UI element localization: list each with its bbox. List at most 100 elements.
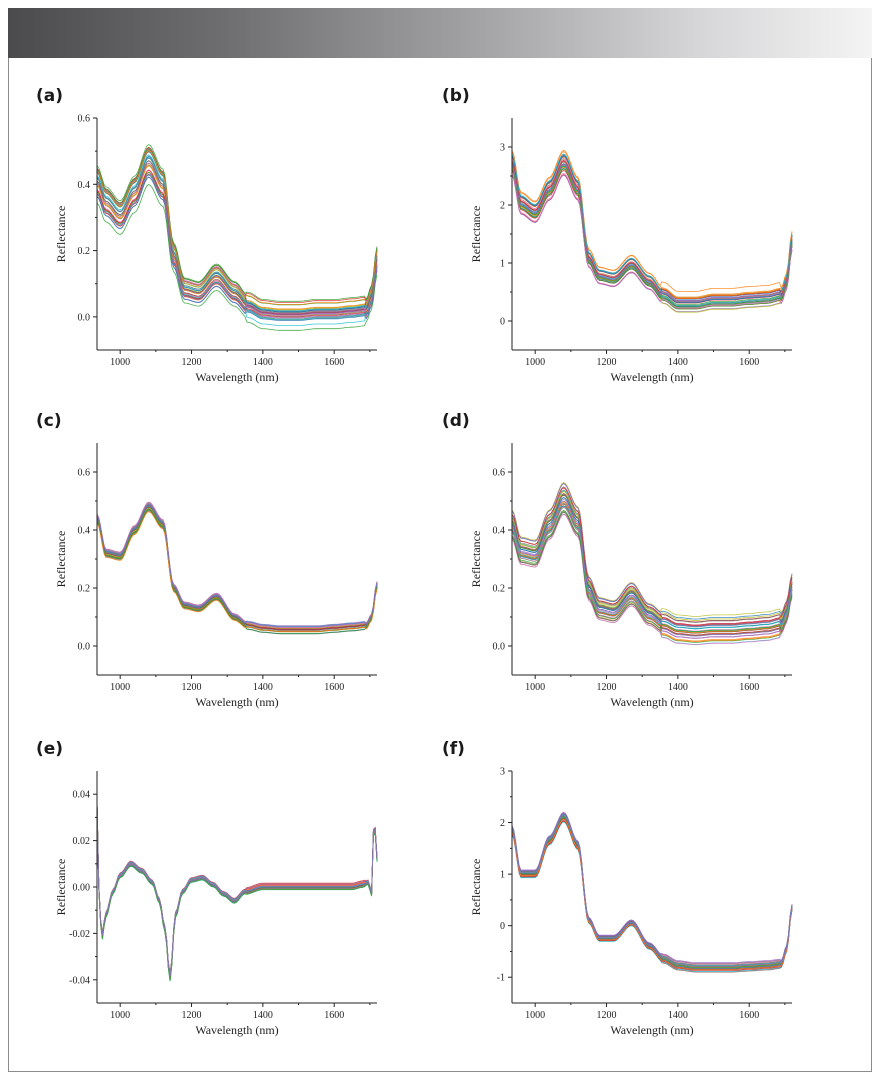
spectrum-line [96, 164, 378, 312]
spectrum-line [96, 511, 378, 632]
spectrum-line [96, 803, 378, 978]
chart-c: 1000 1200 1400 1600 0.0 0.2 0.4 0.6 Wavelength (… [54, 443, 378, 709]
spectrum-line [511, 149, 793, 299]
x-tick-label: 1400 [668, 682, 688, 693]
spectrum-line [511, 153, 793, 306]
spectrum-line [96, 804, 378, 979]
spectrum-line [96, 805, 378, 980]
spectrum-line [511, 812, 793, 964]
spectrum-line [96, 804, 378, 979]
spectra-c [96, 501, 378, 635]
y-axis-label: Reflectance [54, 206, 68, 263]
y-tick-label: 0.2 [78, 584, 91, 595]
y-tick-label: 0.0 [78, 642, 91, 653]
y-tick-label: 0 [500, 317, 505, 328]
x-tick-label: 1600 [324, 357, 344, 368]
y-axis-label: Reflectance [469, 859, 483, 916]
y-tick-label: 1 [500, 259, 505, 270]
y-tick-label: -0.04 [69, 975, 90, 986]
spectrum-line [511, 821, 793, 972]
spectrum-line [96, 165, 378, 320]
spectrum-line [511, 818, 793, 970]
y-tick-label: 1 [500, 870, 505, 881]
spectrum-line [96, 805, 378, 980]
x-tick-label: 1000 [525, 1010, 545, 1021]
x-tick-label: 1000 [110, 357, 130, 368]
x-tick-label: 1000 [110, 682, 130, 693]
spectrum-line [96, 806, 378, 982]
spectra-b [511, 149, 793, 313]
spectrum-line [511, 487, 793, 626]
header-bar [8, 8, 872, 58]
spectrum-line [96, 803, 378, 978]
spectrum-line [511, 511, 793, 634]
spectrum-line [511, 165, 793, 308]
y-tick-label: 0.4 [78, 526, 91, 537]
spectrum-line [96, 503, 378, 627]
spectrum-line [96, 509, 378, 635]
spectrum-line [511, 491, 793, 621]
x-tick-label: 1600 [739, 357, 759, 368]
spectrum-line [96, 148, 378, 306]
spectrum-line [96, 804, 378, 979]
spectrum-line [511, 164, 793, 301]
spectrum-line [96, 502, 378, 628]
spectrum-line [96, 150, 378, 305]
spectrum-line [511, 157, 793, 309]
x-axis-label: Wavelength (nm) [195, 370, 278, 384]
x-axis-label: Wavelength (nm) [195, 1023, 278, 1037]
y-tick-label: 0.2 [78, 246, 91, 257]
chart-a: 1000 1200 1400 1600 0.0 0.2 0.4 0.6 Wavelength (… [54, 114, 378, 384]
y-tick-label: 0.6 [78, 468, 91, 479]
y-tick-label: -0.02 [69, 929, 90, 940]
spectrum-line [511, 820, 793, 971]
spectrum-line [511, 483, 793, 626]
x-tick-label: 1600 [324, 1010, 344, 1021]
spectrum-line [96, 800, 378, 975]
x-axis-label: Wavelength (nm) [195, 695, 278, 709]
spectra-e [96, 799, 378, 982]
y-tick-label: 0.2 [493, 584, 506, 595]
spectrum-line [96, 154, 378, 312]
spectrum-line [511, 815, 793, 967]
x-tick-label: 1000 [110, 1010, 130, 1021]
x-tick-label: 1200 [182, 1010, 202, 1021]
panel-label-f: (f) [442, 739, 465, 759]
y-axis-label: Reflectance [54, 531, 68, 588]
spectrum-line [96, 806, 378, 982]
y-tick-label: 0.6 [78, 114, 91, 125]
spectrum-line [96, 176, 378, 321]
spectrum-line [96, 184, 378, 331]
y-axis-label: Reflectance [54, 859, 68, 916]
spectrum-line [511, 502, 793, 630]
spectrum-line [96, 804, 378, 979]
y-tick-label: 2 [500, 201, 505, 212]
panel-label-e: (e) [36, 739, 64, 759]
y-axis-label: Reflectance [469, 531, 483, 588]
x-axis-label: Wavelength (nm) [610, 695, 693, 709]
spectrum-line [96, 805, 378, 980]
x-tick-label: 1400 [668, 1010, 688, 1021]
y-tick-label: 3 [500, 767, 505, 778]
spectrum-line [96, 503, 378, 628]
x-axis-label: Wavelength (nm) [610, 1023, 693, 1037]
x-tick-label: 1600 [739, 682, 759, 693]
spectrum-line [96, 806, 378, 982]
y-tick-label: 2 [500, 818, 505, 829]
figure-frame [8, 58, 872, 1072]
chart-e: 1000 1200 1400 1600 -0.04 -0.02 0.00 0.02 0.04 Wa… [54, 771, 378, 1037]
x-tick-label: 1400 [253, 1010, 273, 1021]
x-tick-label: 1400 [668, 357, 688, 368]
spectrum-line [96, 144, 378, 302]
y-tick-label: 0.4 [78, 180, 91, 191]
x-tick-label: 1200 [597, 682, 617, 693]
spectrum-line [96, 803, 378, 978]
y-tick-label: 0.6 [493, 468, 506, 479]
x-tick-label: 1000 [525, 682, 545, 693]
y-tick-label: 0.02 [73, 836, 91, 847]
spectrum-line [96, 806, 378, 981]
chart-b: 1000 1200 1400 1600 0 1 2 3 Wavelength (nm) Refle… [469, 118, 793, 384]
x-tick-label: 1200 [182, 357, 202, 368]
panel-label-b: (b) [442, 86, 470, 106]
spectrum-line [96, 173, 378, 317]
